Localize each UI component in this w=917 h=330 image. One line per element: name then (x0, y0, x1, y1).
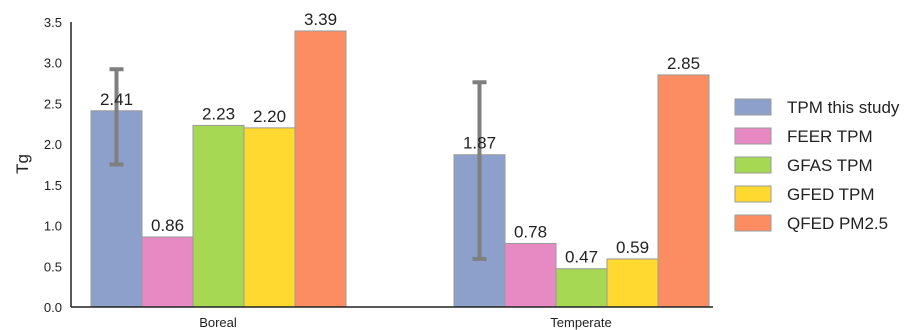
legend-label: QFED PM2.5 (787, 214, 888, 233)
y-tick-labels: 0.0 0.5 1.0 1.5 2.0 2.5 3.0 3.5 (44, 15, 62, 315)
bar-3-temperate (555, 268, 608, 308)
legend-label: TPM this study (787, 98, 900, 117)
bar-value-label: 3.39 (304, 10, 337, 29)
legend-swatch (734, 156, 772, 174)
bar-2-temperate (504, 242, 557, 308)
bar-value-label: 0.47 (565, 248, 598, 267)
bar-value-label: 2.20 (253, 107, 286, 126)
y-tick-label: 0.0 (44, 300, 62, 315)
legend-label: GFAS TPM (787, 156, 873, 175)
y-tick-label: 3.5 (44, 15, 62, 30)
y-tick-label: 2.5 (44, 96, 62, 111)
y-axis-title: Tg (13, 154, 32, 174)
axes-layer (70, 22, 713, 308)
bar-4-temperate (606, 258, 659, 308)
legend-swatch (734, 185, 772, 203)
bar-5-temperate (657, 74, 710, 308)
bar-2-boreal (141, 236, 194, 308)
legend: TPM this study FEER TPM GFAS TPM GFED TPM QF… (734, 98, 900, 233)
bar-value-label: 2.41 (100, 90, 133, 109)
bar-value-label: 2.23 (202, 104, 235, 123)
legend-swatch (734, 127, 772, 145)
y-tick-label: 0.5 (44, 259, 62, 274)
error-bars-layer (109, 67, 487, 261)
value-labels-layer: 2.41 1.87 0.86 0.78 2.23 0.47 2.20 0.59 3.39 2.85 (100, 10, 700, 267)
legend-swatch (734, 98, 772, 116)
bar-5-boreal (294, 30, 347, 308)
bar-value-label: 1.87 (463, 134, 496, 153)
y-tick-label: 3.0 (44, 56, 62, 71)
category-labels: Boreal Temperate (199, 315, 612, 330)
bar-value-label: 0.59 (616, 238, 649, 257)
bar-value-label: 2.85 (667, 54, 700, 73)
bar-3-boreal (192, 124, 245, 308)
legend-label: FEER TPM (787, 127, 873, 146)
y-tick-label: 2.0 (44, 137, 62, 152)
bar-value-label: 0.78 (514, 222, 547, 241)
bar-value-label: 0.86 (151, 216, 184, 235)
legend-swatch (734, 214, 772, 232)
bars-layer (90, 30, 710, 308)
bar-4-boreal (243, 127, 296, 308)
x-category-label: Boreal (199, 315, 237, 330)
y-tick-label: 1.0 (44, 219, 62, 234)
legend-label: GFED TPM (787, 185, 875, 204)
x-category-label: Temperate (550, 315, 611, 330)
y-tick-label: 1.5 (44, 178, 62, 193)
